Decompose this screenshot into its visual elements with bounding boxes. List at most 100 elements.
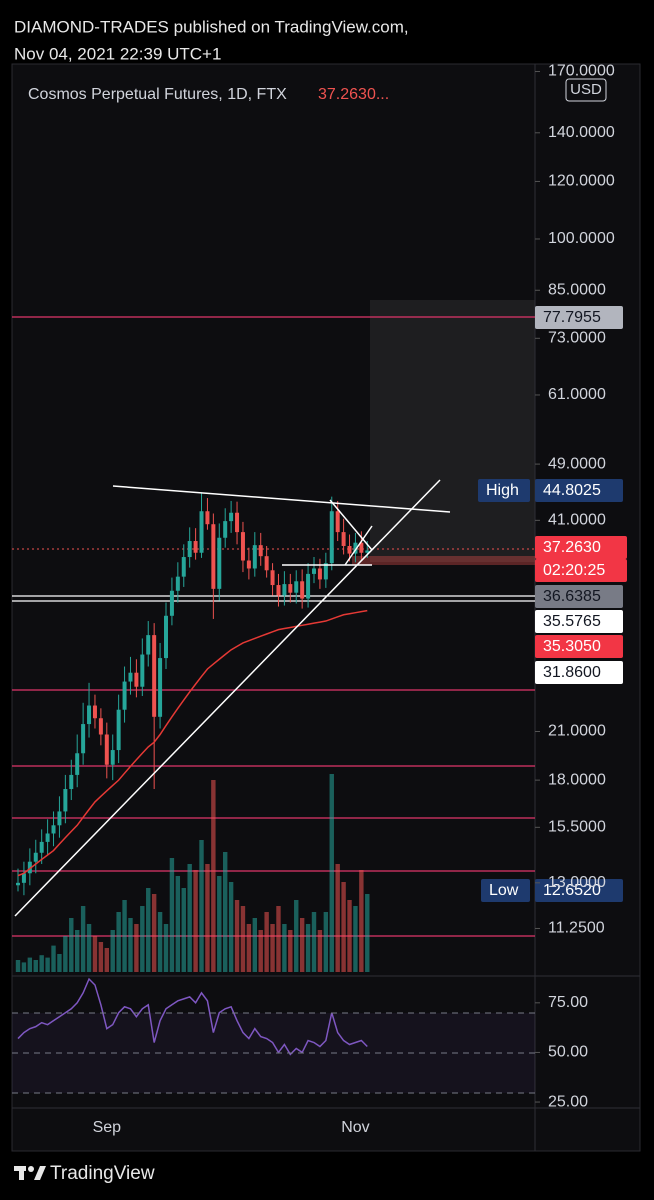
- volume-bar: [223, 852, 228, 972]
- volume-bar: [282, 924, 287, 972]
- volume-bar: [146, 888, 151, 972]
- price-tag-box: [535, 635, 623, 658]
- volume-bar: [116, 912, 121, 972]
- rsi-tick-label: 50.00: [548, 1044, 588, 1061]
- y-tick-label: 41.0000: [548, 512, 606, 529]
- candle-body: [51, 825, 56, 834]
- price-tag: 36.6385: [543, 588, 601, 605]
- volume-bar: [181, 888, 186, 972]
- y-tick-label: 73.0000: [548, 330, 606, 347]
- volume-bar: [288, 930, 293, 972]
- candle-body: [365, 550, 370, 553]
- candle-body: [199, 511, 204, 553]
- price-tag-box: [535, 879, 623, 902]
- candle-body: [27, 861, 32, 874]
- volume-bar: [45, 957, 50, 972]
- price-tag: 77.7955: [543, 309, 601, 326]
- candle-body: [110, 750, 115, 765]
- price-tag-box: [535, 306, 623, 329]
- volume-bar: [234, 900, 240, 972]
- price-tag: 35.5765: [543, 613, 601, 630]
- candle-body: [282, 584, 287, 596]
- candle-body: [140, 654, 145, 687]
- trendline: [344, 525, 373, 566]
- volume-bar: [21, 962, 27, 972]
- volume-bar: [175, 876, 181, 972]
- volume-bar: [353, 906, 358, 972]
- trendline: [329, 499, 373, 551]
- candle-body: [312, 568, 316, 574]
- rsi-tick-label: 25.00: [548, 1093, 588, 1110]
- volume-bar: [258, 930, 263, 972]
- volume-bar: [193, 870, 198, 972]
- volume-bar: [92, 936, 98, 972]
- price-tag-box: [535, 610, 623, 633]
- volume-bar: [27, 957, 33, 972]
- volume-bar: [240, 906, 246, 972]
- volume-bar: [217, 876, 222, 972]
- volume-bar: [329, 774, 334, 972]
- candle-body: [341, 532, 346, 546]
- candles: [15, 492, 370, 1056]
- volume-bar: [317, 930, 323, 972]
- y-tick-label: 11.2500: [548, 920, 605, 937]
- x-tick-label: Sep: [93, 1119, 122, 1136]
- volume-bar: [104, 948, 109, 972]
- x-tick-label: Nov: [341, 1119, 369, 1136]
- volume-bar: [69, 918, 74, 972]
- price-tag-box: [535, 661, 623, 684]
- volume-bar: [57, 954, 62, 972]
- candle-body: [116, 709, 121, 751]
- candle-body: [21, 873, 26, 883]
- author-line: DIAMOND-TRADES published on TradingView.…: [14, 17, 409, 36]
- price-tag: 37.2630: [543, 539, 601, 556]
- last-price-text: 37.2630...: [318, 86, 389, 103]
- price-tag: Low: [489, 882, 519, 899]
- candle-body: [57, 811, 62, 826]
- rsi-line: [17, 977, 368, 1056]
- price-tag: 02:20:25: [543, 562, 605, 579]
- volume-bar: [323, 912, 329, 972]
- volume-bar: [33, 960, 38, 972]
- price-tag-box: [535, 479, 623, 502]
- drawn-levels: [12, 316, 535, 937]
- candle-body: [169, 590, 174, 616]
- candle-body: [246, 560, 251, 569]
- candle-body: [359, 542, 364, 553]
- candle-body: [229, 512, 234, 522]
- position-zone: [352, 556, 535, 565]
- y-tick-label: 18.0000: [548, 771, 606, 788]
- candle-body: [81, 724, 86, 754]
- candle-body: [258, 545, 263, 557]
- volume-bar: [311, 912, 317, 972]
- price-tag-box: [535, 559, 627, 582]
- volume-bar: [187, 864, 192, 972]
- volume-bar: [151, 894, 157, 972]
- volume-bar: [15, 960, 21, 972]
- volume-bar: [294, 900, 299, 972]
- shaded-zone: [370, 300, 535, 562]
- volume-bar: [140, 906, 145, 972]
- volume-bar: [264, 912, 269, 972]
- candle-body: [69, 774, 74, 790]
- candle-body: [217, 537, 222, 589]
- candle-body: [240, 532, 245, 561]
- candle-body: [223, 521, 228, 538]
- y-tick-label: 120.0000: [548, 173, 615, 190]
- candle-body: [264, 556, 269, 571]
- candle-body: [98, 718, 103, 735]
- price-tag-box: [535, 536, 627, 559]
- volume-bar: [157, 912, 163, 972]
- chart-title: Cosmos Perpetual Futures, 1D, FTX: [28, 86, 287, 103]
- trendline: [112, 485, 451, 513]
- candle-body: [175, 576, 180, 591]
- volume-bar: [98, 942, 104, 972]
- y-tick-label: 85.0000: [548, 281, 606, 298]
- candle-body: [353, 542, 358, 554]
- volume-bar: [347, 900, 352, 972]
- candle-body: [152, 635, 157, 717]
- candle-body: [329, 511, 334, 564]
- brand: TradingView: [50, 1163, 155, 1184]
- candle-body: [181, 557, 186, 577]
